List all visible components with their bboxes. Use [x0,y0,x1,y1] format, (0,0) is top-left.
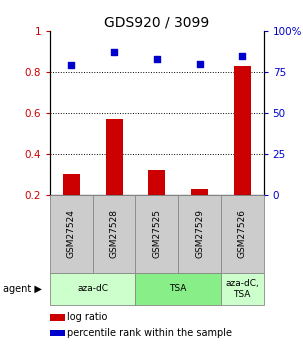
Text: GSM27529: GSM27529 [195,209,204,258]
Bar [148,170,165,195]
Bar [50,329,65,336]
Bar [50,314,65,321]
Bar [135,273,221,305]
Text: GSM27526: GSM27526 [238,209,247,258]
Text: GSM27528: GSM27528 [110,209,118,258]
Text: aza-dC,
TSA: aza-dC, TSA [225,279,259,299]
Bar [221,273,264,305]
Bar [105,119,123,195]
Bar [63,175,80,195]
Bar [178,195,221,273]
Bar [93,195,135,273]
Text: GSM27524: GSM27524 [67,209,76,258]
Bar [234,66,251,195]
Point [240,53,245,58]
Text: percentile rank within the sample: percentile rank within the sample [67,328,232,338]
Text: agent ▶: agent ▶ [3,284,42,294]
Text: log ratio: log ratio [67,312,108,322]
Text: aza-dC: aza-dC [77,284,108,294]
Point [69,63,74,68]
Point [197,61,202,67]
Text: TSA: TSA [169,284,187,294]
Bar [50,195,93,273]
Text: GSM27525: GSM27525 [152,209,161,258]
Bar [221,195,264,273]
Title: GDS920 / 3099: GDS920 / 3099 [104,16,209,30]
Point [112,50,117,55]
Bar [191,189,208,195]
Bar [135,195,178,273]
Point [155,56,159,62]
Bar [50,273,135,305]
